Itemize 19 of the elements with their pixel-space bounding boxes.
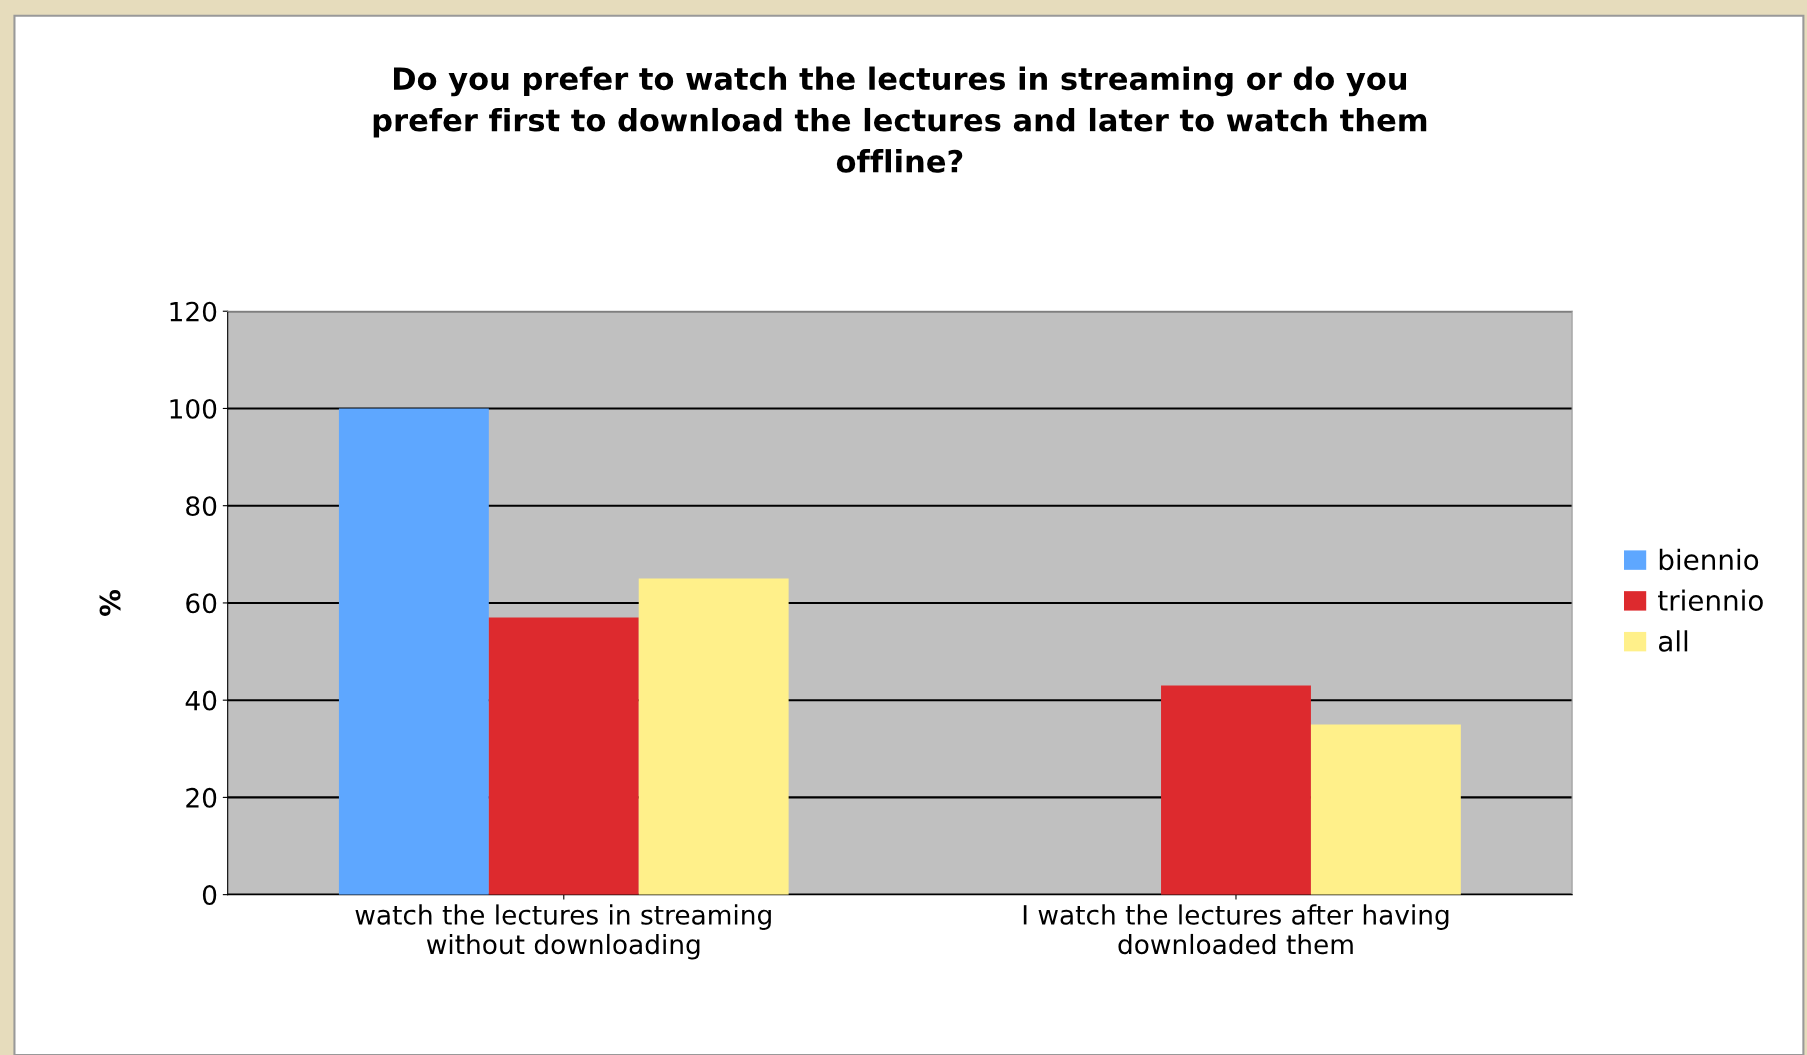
y-tick-label: 120 [170,301,217,322]
bar [488,617,639,895]
y-tick-label: 60 [186,593,217,614]
y-tick-label: 100 [170,398,217,419]
x-tick-label: I watch the lectures after having downloaded them [1023,904,1449,955]
bar [1161,685,1311,895]
y-tick-label: 20 [186,787,217,808]
legend-label: biennio [1659,548,1759,571]
x-tick-label: watch the lectures in streaming without downloading [355,904,771,960]
legend-label: triennio [1658,589,1763,611]
legend-label: all [1658,630,1688,652]
bar [638,578,789,895]
chart-title: Do you prefer to watch the lectures in streaming or do you prefer first to download the lectures and later to watch them offline? [373,66,1427,173]
bar [338,408,489,895]
y-tick-label: 0 [202,885,217,906]
y-axis-title: % [99,589,121,616]
y-tick-label: 40 [185,690,217,711]
bar [1310,724,1461,895]
y-tick-label: 80 [186,496,217,517]
